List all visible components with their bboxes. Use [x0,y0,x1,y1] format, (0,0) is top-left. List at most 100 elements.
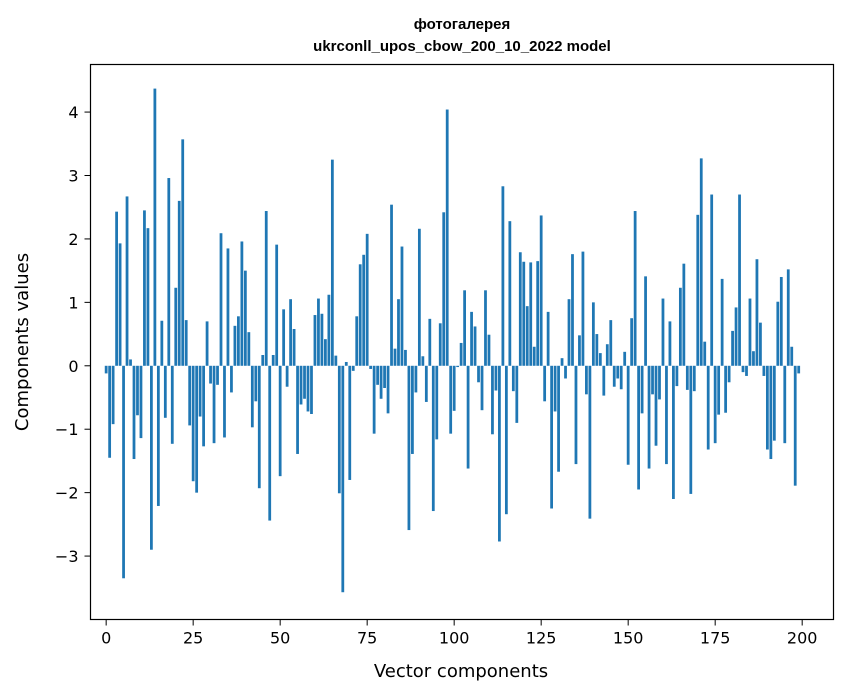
bar-181 [734,307,738,366]
bar-83 [393,348,397,366]
bar-119 [518,252,522,366]
bar-31 [212,365,216,444]
bar-176 [717,365,721,415]
bar-161 [665,365,668,465]
bar-163 [672,365,675,499]
bar-127 [546,311,550,366]
bar-190 [765,365,769,450]
bar-172 [703,341,707,366]
bar-166 [682,263,686,366]
bar-59 [310,365,313,414]
bar-65 [330,159,334,366]
bar-38 [237,316,240,366]
bar-187 [755,259,759,366]
x-tick-label-175: 175 [700,629,731,648]
bar-6 [125,196,129,366]
bar-124 [536,261,540,366]
bar-49 [275,244,279,366]
bar-25 [191,365,195,482]
bar-195 [783,365,787,444]
bar-35 [226,248,230,366]
bar-67 [337,365,341,494]
bar-93 [428,318,432,366]
bar-132 [564,365,567,379]
bar-183 [741,365,745,373]
bar-192 [772,365,776,441]
bar-105 [470,311,473,366]
bar-145 [609,320,613,366]
bar-13 [150,365,153,550]
bar-86 [404,349,407,366]
bar-110 [487,334,491,366]
bar-106 [473,326,477,366]
y-axis: −3 −2 −1 0 1 2 3 4 [55,103,91,566]
bar-45 [261,355,265,366]
bar-71 [351,365,355,371]
bar-76 [369,365,373,369]
bar-63 [324,339,327,366]
bar-98 [445,109,449,366]
x-axis: 0 25 50 75 100 125 150 175 200 [101,619,817,648]
bar-174 [710,194,714,366]
bar-103 [463,290,466,366]
bar-193 [776,301,780,366]
bar-48 [271,355,275,366]
bar-22 [181,139,185,366]
bar-155 [644,276,647,366]
bar-50 [278,365,282,477]
bar-88 [411,365,414,454]
bar-61 [317,298,320,366]
bar-146 [612,365,616,387]
bar-74 [362,254,366,366]
bar-9 [136,365,139,416]
bar-90 [417,228,421,366]
bar-0 [104,365,108,374]
bar-10 [139,365,143,439]
bar-169 [692,365,696,392]
bar-97 [442,212,446,366]
bar-157 [651,365,654,395]
bar-147 [616,365,620,379]
bar-180 [731,330,734,366]
y-tick-label-0: 0 [68,357,78,376]
bar-167 [685,365,689,390]
bar-189 [762,365,766,376]
bar-151 [630,318,634,366]
bar-55 [296,365,299,454]
bar-108 [480,365,484,411]
bar-182 [738,194,741,366]
bar-197 [790,346,794,366]
bar-158 [654,365,658,446]
y-tick-label--2: −2 [55,484,79,503]
bar-46 [264,211,268,366]
bar-168 [689,365,693,494]
bar-7 [129,359,132,366]
bar-69 [344,361,348,366]
bar-198 [793,365,797,486]
bar-72 [355,316,359,366]
bar-43 [254,365,258,402]
bar-47 [268,365,272,521]
x-tick-label-50: 50 [270,629,290,648]
bar-129 [553,365,557,412]
bar-156 [647,365,651,469]
bar-82 [390,204,393,366]
bar-58 [306,365,310,412]
bar-131 [560,358,564,366]
bar-133 [567,299,571,366]
chart-subtitle: ukrconll_upos_cbow_200_10_2022 model [313,38,611,55]
bar-107 [477,365,480,383]
bar-153 [637,365,640,490]
bar-122 [529,262,533,366]
bar-64 [327,294,331,366]
bar-26 [195,365,199,493]
bar-28 [202,365,205,447]
bar-149 [623,351,627,366]
bar-39 [240,241,244,366]
bar-171 [699,158,703,366]
bar-18 [167,178,171,366]
bar-130 [557,365,560,472]
bar-24 [188,365,192,426]
bar-92 [424,365,428,402]
